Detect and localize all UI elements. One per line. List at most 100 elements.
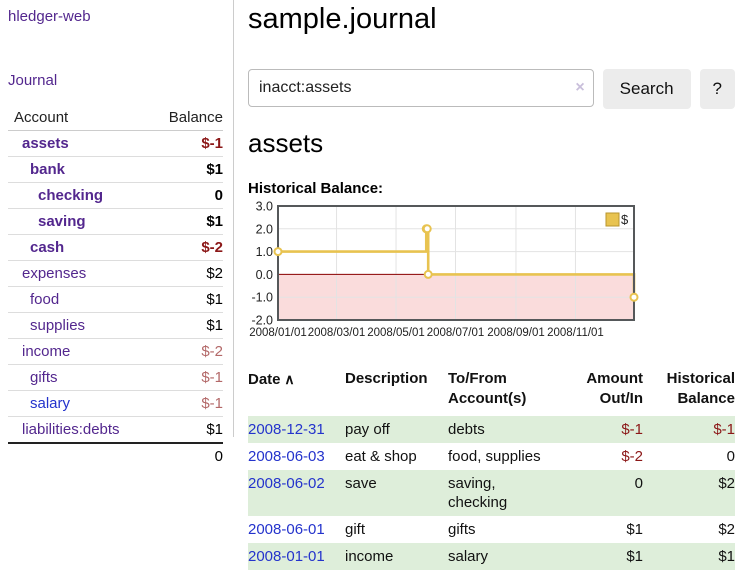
account-balance: 0	[214, 187, 223, 204]
account-link-food[interactable]: food	[30, 291, 60, 308]
transaction-balance: $1	[718, 548, 735, 565]
account-row: bank $1	[8, 156, 223, 183]
accounts-table: Account Balance assets $-1 bank $1 checking 0…	[8, 105, 223, 469]
transaction-description: pay off	[345, 421, 390, 438]
account-link-income[interactable]: income	[22, 343, 71, 360]
svg-text:-1.0: -1.0	[251, 291, 273, 305]
sort-ascending-icon: ∧	[280, 371, 295, 387]
page-title: sample.journal	[248, 3, 437, 35]
search-input[interactable]	[248, 69, 594, 107]
transaction-balance: 0	[726, 448, 735, 465]
transaction-description: income	[345, 548, 394, 565]
transaction-date-link[interactable]: 2008-06-01	[248, 521, 325, 538]
account-link-salary[interactable]: salary	[30, 395, 71, 412]
account-row: gifts $-1	[8, 364, 223, 391]
transaction-date-link[interactable]: 2008-06-03	[248, 448, 325, 465]
accounts-total-row: 0	[8, 442, 223, 469]
transaction-date-link[interactable]: 2008-12-31	[248, 421, 325, 438]
transaction-row: 2008-06-03 eat & shop food, supplies $-2 0	[248, 443, 735, 470]
search-button[interactable]: Search	[602, 69, 691, 109]
account-link-supplies[interactable]: supplies	[30, 317, 86, 334]
search-box: ×	[248, 69, 594, 109]
svg-text:2008/11/01: 2008/11/01	[547, 327, 604, 339]
account-link-gifts[interactable]: gifts	[30, 369, 58, 386]
transaction-accounts: debts	[448, 421, 485, 438]
sidebar-divider	[233, 0, 234, 437]
account-link-assets[interactable]: assets	[22, 135, 69, 152]
account-row: cash $-2	[8, 234, 223, 261]
register-col-amount-out-in: Amount Out/In	[586, 370, 643, 407]
accounts-col-account: Account	[8, 105, 153, 131]
account-link-bank[interactable]: bank	[30, 161, 66, 178]
account-row: expenses $2	[8, 260, 223, 287]
account-balance: $1	[206, 161, 223, 178]
account-link-liabilities-debts[interactable]: liabilities:debts	[22, 421, 120, 438]
account-balance: $1	[206, 421, 223, 438]
chart-container: 3.0 2.0 1.0 0.0 -1.0 -2.0 2008/01/01 2008/03/01…	[248, 200, 735, 346]
register-col-date[interactable]: Date ∧	[248, 371, 295, 388]
sidebar: hledger-web Journal Account Balance asse…	[0, 0, 233, 469]
register-col-historical-balance: Historical Balance	[666, 370, 735, 407]
account-balance: $1	[206, 291, 223, 308]
chart-title: Historical Balance:	[248, 180, 384, 197]
account-row: checking 0	[8, 182, 223, 209]
svg-text:2008/09/01: 2008/09/01	[487, 327, 545, 339]
accounts-header-row: Account Balance	[8, 105, 223, 131]
search-form: × Search ?	[248, 69, 735, 109]
svg-text:2.0: 2.0	[256, 222, 273, 236]
clear-search-icon[interactable]: ×	[575, 79, 585, 96]
svg-text:$: $	[621, 212, 629, 227]
transaction-description: save	[345, 475, 377, 492]
account-link-expenses[interactable]: expenses	[22, 265, 87, 282]
account-row: supplies $1	[8, 312, 223, 339]
accounts-total-value: 0	[152, 442, 223, 469]
app-brand-link[interactable]: hledger-web	[8, 8, 91, 25]
account-row: liabilities:debts $1	[8, 416, 223, 444]
transaction-row: 2008-12-31 pay off debts $-1 $-1	[248, 416, 735, 443]
account-balance: $-1	[201, 369, 223, 386]
transaction-date-link[interactable]: 2008-01-01	[248, 548, 325, 565]
transaction-balance: $2	[718, 475, 735, 492]
register-table: Date ∧ Description To/From Account(s) Amoun…	[248, 367, 735, 570]
transaction-balance: $2	[718, 521, 735, 538]
svg-text:2008/07/01: 2008/07/01	[427, 327, 485, 339]
main-panel: sample.journal × Search ? assets Histori…	[248, 0, 735, 570]
account-link-checking[interactable]: checking	[38, 187, 104, 204]
account-row: income $-2	[8, 338, 223, 365]
register-col-description: Description	[345, 370, 428, 387]
transaction-balance: $-1	[713, 421, 735, 438]
svg-text:2008/03/01: 2008/03/01	[308, 327, 366, 339]
account-heading: assets	[248, 128, 324, 158]
svg-text:-2.0: -2.0	[251, 314, 273, 328]
accounts-col-balance: Balance	[152, 105, 223, 131]
account-balance: $1	[206, 213, 223, 230]
accounts-table-body: assets $-1 bank $1 checking 0 saving $1 cash $-2 e…	[8, 131, 223, 444]
transaction-accounts: gifts	[448, 521, 476, 538]
account-balance: $-1	[201, 135, 223, 152]
svg-text:0.0: 0.0	[256, 268, 273, 282]
transaction-description: eat & shop	[345, 448, 417, 465]
transaction-description: gift	[345, 521, 366, 538]
register-table-body: 2008-12-31 pay off debts $-1 $-1 2008-06-03 ea…	[248, 416, 735, 570]
transaction-amount: $1	[626, 548, 643, 565]
svg-text:2008/01/01: 2008/01/01	[249, 327, 307, 339]
transaction-accounts: salary	[448, 548, 489, 565]
transaction-accounts: saving, checking	[448, 475, 508, 511]
account-link-saving[interactable]: saving	[38, 213, 86, 230]
transaction-row: 2008-01-01 income salary $1 $1	[248, 543, 735, 570]
transaction-row: 2008-06-01 gift gifts $1 $2	[248, 516, 735, 543]
account-balance: $-1	[201, 395, 223, 412]
account-balance: $-2	[201, 239, 223, 256]
svg-text:1.0: 1.0	[256, 245, 273, 259]
svg-text:2008/05/01: 2008/05/01	[367, 327, 425, 339]
help-button[interactable]: ?	[699, 69, 735, 109]
register-head-row: Date ∧ Description To/From Account(s) Amoun…	[248, 367, 735, 416]
account-link-cash[interactable]: cash	[30, 239, 65, 256]
transaction-date-link[interactable]: 2008-06-02	[248, 475, 325, 492]
transaction-amount: 0	[634, 475, 643, 492]
sidebar-item-journal[interactable]: Journal	[8, 72, 58, 89]
transaction-amount: $-2	[621, 448, 643, 465]
transaction-amount: $1	[626, 521, 643, 538]
account-row: saving $1	[8, 208, 223, 235]
svg-text:3.0: 3.0	[256, 200, 273, 214]
